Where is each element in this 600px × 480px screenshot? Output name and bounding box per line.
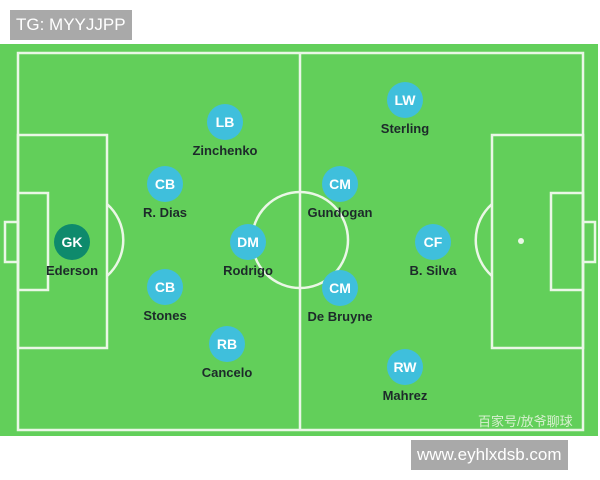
player-marker-cb: CB: [147, 269, 183, 305]
player-name: De Bruyne: [307, 309, 373, 324]
player-name: Cancelo: [201, 365, 253, 380]
player-marker-cf: CF: [415, 224, 451, 260]
player-marker-cm: CM: [322, 270, 358, 306]
player-name: Stones: [143, 308, 187, 323]
player-name: Mahrez: [382, 388, 428, 403]
left-goal: [3, 220, 20, 264]
right-penalty-arc: [474, 203, 493, 277]
top-watermark: TG: MYYJJPP: [10, 10, 132, 40]
player-name: Gundogan: [307, 205, 373, 220]
bottom-watermark: www.eyhlxdsb.com: [411, 440, 568, 470]
player-name: R. Dias: [142, 205, 188, 220]
player-marker-rb: RB: [209, 326, 245, 362]
player-name: Ederson: [45, 263, 99, 278]
left-penalty-arc: [106, 203, 125, 277]
player-marker-cb: CB: [147, 166, 183, 202]
player-marker-cm: CM: [322, 166, 358, 202]
source-label: 百家号/放爷聊球: [478, 414, 573, 429]
player-name: Zinchenko: [192, 143, 258, 158]
player-name: Rodrigo: [223, 263, 273, 278]
player-marker-dm: DM: [230, 224, 266, 260]
player-name: Sterling: [380, 121, 430, 136]
football-pitch: [0, 44, 598, 436]
player-marker-rw: RW: [387, 349, 423, 385]
player-marker-gk: GK: [54, 224, 90, 260]
right-goal: [581, 220, 597, 264]
player-marker-lw: LW: [387, 82, 423, 118]
player-marker-lb: LB: [207, 104, 243, 140]
player-name: B. Silva: [409, 263, 457, 278]
right-penalty-spot: [518, 238, 524, 244]
